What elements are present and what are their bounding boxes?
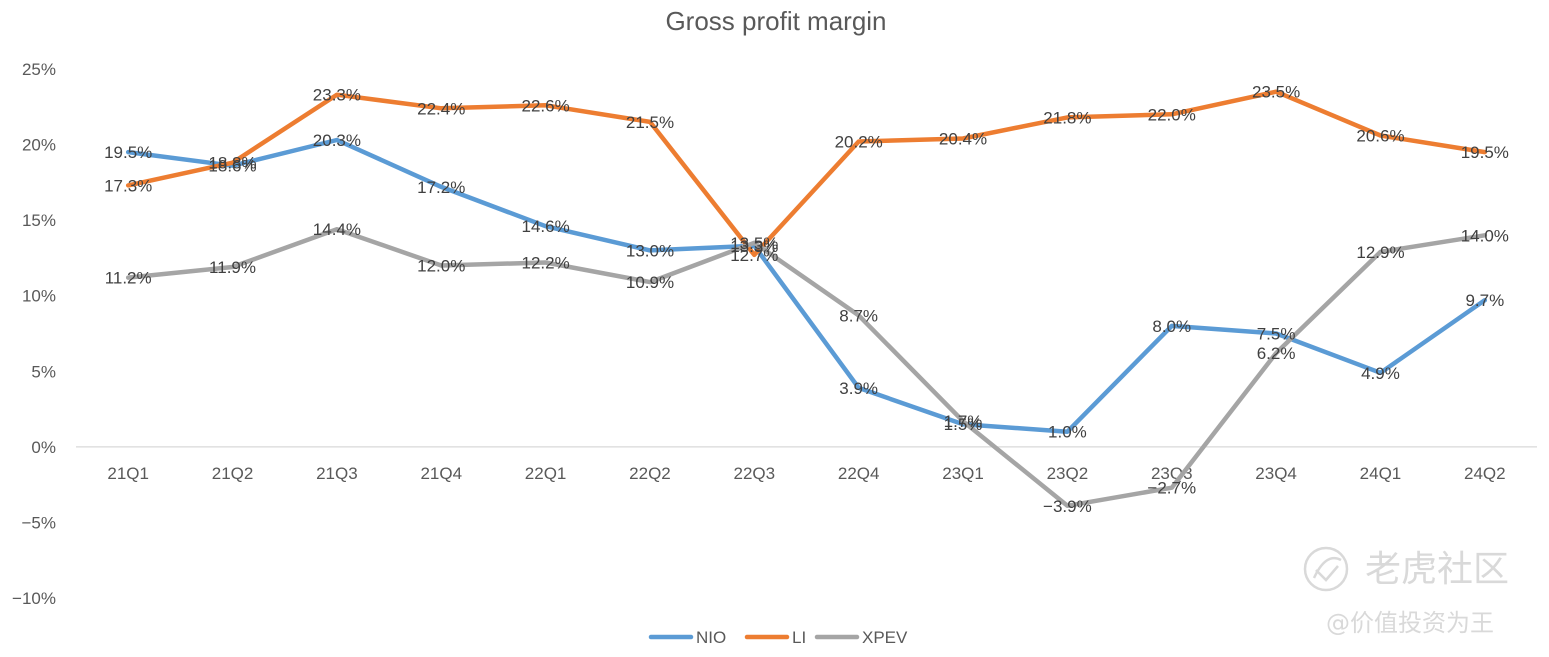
y-tick-label: −5% [22, 513, 57, 532]
x-tick-label: 21Q1 [107, 464, 149, 483]
data-label: 9.7% [1465, 291, 1504, 310]
data-label: 22.6% [522, 96, 570, 115]
data-label: 20.2% [835, 133, 883, 152]
legend: NIO LI XPEV [648, 628, 908, 647]
series-line-li [125, 89, 1488, 258]
data-label: 22.0% [1148, 105, 1196, 124]
data-label: 12.7% [730, 246, 778, 265]
data-label: 6.2% [1257, 344, 1296, 363]
watermark-author: @价值投资为王 [1326, 609, 1494, 637]
x-tick-label: 22Q3 [734, 464, 776, 483]
data-label: 10.9% [626, 273, 674, 292]
data-label: 13.5% [730, 234, 778, 253]
data-label: 12.9% [1356, 243, 1404, 262]
chart-title: Gross profit margin [665, 6, 886, 36]
x-tick-label: 24Q1 [1360, 464, 1402, 483]
data-label: 23.3% [313, 86, 361, 105]
data-label: 14.4% [313, 220, 361, 239]
data-label: 18.6% [208, 157, 256, 176]
data-label: 7.5% [1257, 325, 1296, 344]
x-tick-label: 22Q2 [629, 464, 671, 483]
data-label: 8.0% [1152, 317, 1191, 336]
data-label: 20.4% [939, 130, 987, 149]
data-label: 8.7% [839, 306, 878, 325]
series-lines [125, 89, 1488, 509]
y-tick-label: 15% [22, 211, 56, 230]
watermark: 老虎社区 @价值投资为王 [1303, 546, 1509, 637]
x-tick-label: 23Q2 [1047, 464, 1089, 483]
series-line-nio [125, 137, 1488, 434]
y-tick-label: −10% [12, 589, 56, 608]
y-tick-label: 0% [31, 438, 56, 457]
data-label: 1.0% [1048, 423, 1087, 442]
data-label: 20.6% [1356, 127, 1404, 146]
x-tick-label: 23Q1 [942, 464, 984, 483]
x-tick-label: 24Q2 [1464, 464, 1506, 483]
data-label: 20.3% [313, 131, 361, 150]
data-label: 12.0% [417, 256, 465, 275]
y-tick-label: 20% [22, 136, 56, 155]
data-label: 12.2% [522, 253, 570, 272]
legend-label: XPEV [862, 628, 908, 647]
data-label: 23.5% [1252, 83, 1300, 102]
x-tick-label: 21Q3 [316, 464, 358, 483]
data-label: 19.5% [104, 143, 152, 162]
data-label: 21.8% [1043, 108, 1091, 127]
x-tick-label: 21Q4 [420, 464, 462, 483]
x-tick-label: 22Q1 [525, 464, 567, 483]
x-axis: 21Q1 21Q2 21Q3 21Q4 22Q1 22Q2 22Q3 22Q4 23Q1 23Q2… [76, 446, 1537, 483]
legend-item: LI [744, 628, 806, 647]
series-line-xpev [125, 226, 1488, 509]
x-tick-label: 22Q4 [838, 464, 880, 483]
data-label: 13.0% [626, 241, 674, 260]
data-label: 22.4% [417, 99, 465, 118]
data-label: −3.9% [1043, 497, 1092, 516]
data-label: 17.2% [417, 178, 465, 197]
y-tick-label: 25% [22, 60, 56, 79]
data-label: 14.0% [1461, 226, 1509, 245]
legend-label: NIO [696, 628, 726, 647]
y-tick-label: 10% [22, 287, 56, 306]
x-tick-label: 21Q2 [212, 464, 254, 483]
data-label: 18.8% [208, 154, 256, 173]
legend-label: LI [792, 628, 806, 647]
data-label: −2.7% [1147, 479, 1196, 498]
data-label: 21.5% [626, 113, 674, 132]
data-label: 3.9% [839, 379, 878, 398]
data-label: 19.5% [1461, 143, 1509, 162]
x-tick-label: 23Q3 [1151, 464, 1193, 483]
x-tick-label: 23Q4 [1255, 464, 1297, 483]
data-label: 4.9% [1361, 364, 1400, 383]
data-label: 13.3% [730, 237, 778, 256]
y-tick-label: 5% [31, 362, 56, 381]
data-labels: 19.5% 18.6% 20.3% 17.2% 14.6% 13.0% 13.3% 3.9% 1… [104, 83, 1509, 516]
data-label: 11.2% [105, 269, 152, 288]
data-label: 11.9% [209, 258, 256, 277]
data-label: 17.3% [104, 176, 152, 195]
legend-item: NIO [648, 628, 726, 647]
data-label: 1.7% [944, 412, 983, 431]
y-axis: 25% 20% 15% 10% 5% 0% −5% −10% [12, 60, 56, 608]
watermark-logo-icon [1303, 546, 1349, 592]
data-label: 14.6% [522, 217, 570, 236]
legend-item: XPEV [814, 628, 908, 647]
watermark-brand: 老虎社区 [1365, 549, 1509, 590]
data-label: 1.5% [944, 415, 983, 434]
